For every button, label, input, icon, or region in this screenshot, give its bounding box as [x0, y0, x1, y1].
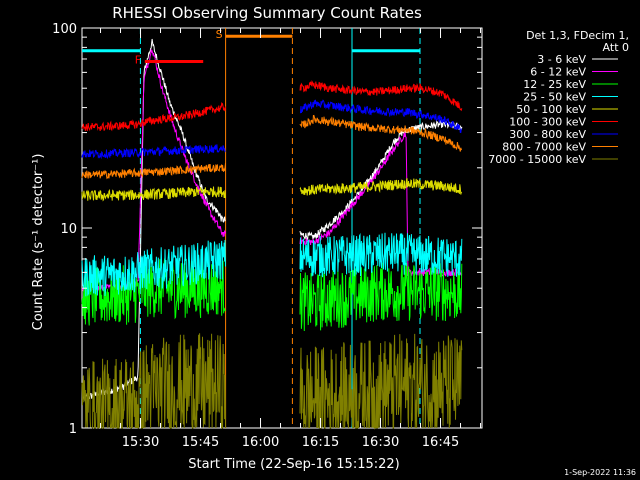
- series-segment: [299, 178, 463, 196]
- series-segment: [299, 262, 463, 332]
- legend-label: 7000 - 15000 keV: [488, 153, 586, 166]
- series-segment: [81, 101, 226, 132]
- x-tick-label: 16:00: [242, 435, 279, 450]
- series-segment: [81, 333, 226, 429]
- legend-label: 3 - 6 keV: [537, 53, 586, 66]
- series-segment: [81, 239, 226, 297]
- series-segment: [299, 333, 463, 430]
- series-segment: [299, 79, 463, 112]
- series-segment: [299, 232, 463, 278]
- legend-label: 50 - 100 keV: [516, 103, 586, 116]
- series-line: [81, 79, 463, 132]
- footer-timestamp: 1-Sep-2022 11:36: [564, 468, 636, 477]
- series-line: [81, 38, 463, 401]
- series-line: [81, 333, 463, 430]
- x-tick-label: 16:45: [422, 435, 459, 450]
- flag-label: F: [135, 53, 141, 66]
- legend-label: 100 - 300 keV: [509, 116, 586, 129]
- legend-label: 6 - 12 keV: [530, 66, 586, 79]
- x-tick-label: 16:30: [362, 435, 399, 450]
- y-tick-label: 100: [52, 22, 77, 37]
- series-segment: [81, 163, 226, 180]
- legend-label: 800 - 7000 keV: [502, 141, 586, 154]
- y-axis-label: Count Rate (s⁻¹ detector⁻¹): [31, 154, 46, 331]
- series-segment: [299, 99, 463, 134]
- series-line: [81, 99, 463, 160]
- series-layer: [81, 38, 463, 430]
- axis-ticks: 1 10 100 15:30 15:45 16:00 16:15 16:30 16:45: [52, 22, 482, 450]
- legend-label: 25 - 50 keV: [523, 91, 586, 104]
- series-segment: [81, 258, 226, 326]
- series-segment: [81, 144, 226, 160]
- series-line: [81, 232, 463, 297]
- series-segment: [81, 38, 226, 401]
- chart-title: RHESSI Observing Summary Count Rates: [112, 4, 422, 22]
- flag-bars: FS: [82, 28, 420, 66]
- series-segment: [299, 120, 463, 241]
- legend-header-line-1: Det 1,3, FDecim 1,: [526, 29, 629, 42]
- y-tick-label: 1: [69, 422, 77, 437]
- x-tick-label: 15:45: [182, 435, 219, 450]
- series-segment: [81, 186, 226, 202]
- y-tick-label: 10: [60, 222, 77, 237]
- series-line: [81, 258, 463, 332]
- x-tick-label: 15:30: [122, 435, 159, 450]
- x-tick-label: 16:15: [302, 435, 339, 450]
- series-segment: [299, 114, 463, 152]
- legend-label: 300 - 800 keV: [509, 128, 586, 141]
- legend-label: 12 - 25 keV: [523, 78, 586, 91]
- legend-header-line-2: Att 0: [603, 41, 629, 54]
- series-line: [81, 114, 463, 180]
- flag-label: S: [216, 28, 223, 41]
- x-axis-label: Start Time (22-Sep-16 15:15:22): [188, 457, 399, 472]
- series-line: [81, 178, 463, 202]
